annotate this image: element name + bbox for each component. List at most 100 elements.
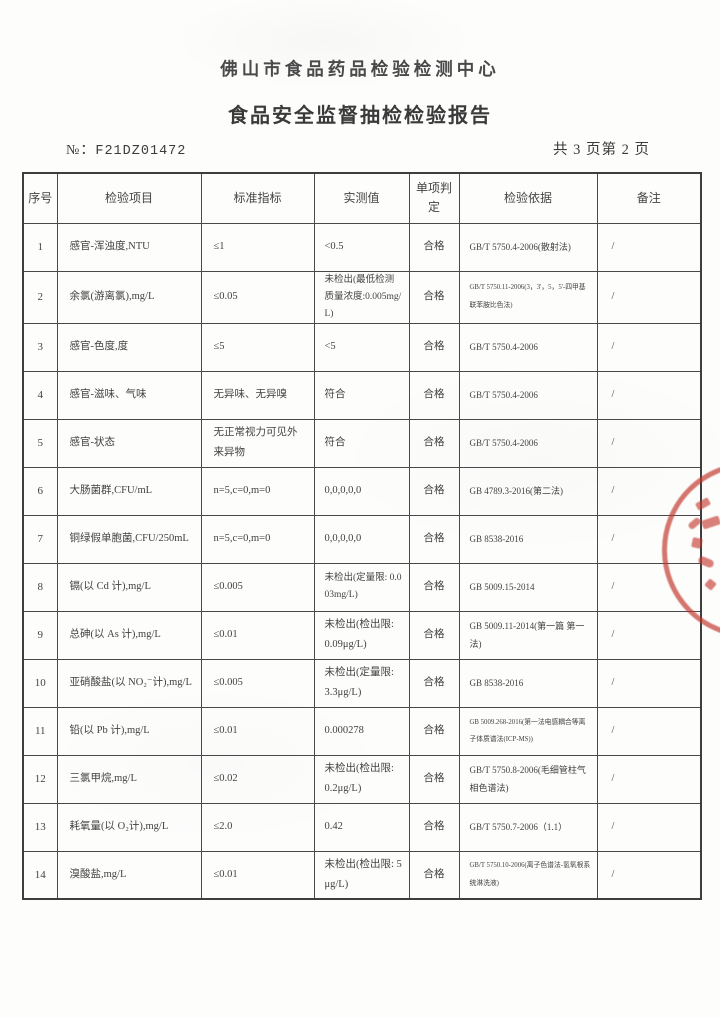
cell-measured: 0,0,0,0,0: [313, 466, 410, 516]
report-number-label: №：: [66, 143, 96, 158]
cell-seq: 5: [22, 418, 58, 468]
cell-standard: ≤0.01: [200, 850, 315, 900]
cell-measured: 未检出(最低检测质量浓度:0.005mg/L): [313, 270, 410, 324]
cell-basis: GB/T 5750.4-2006(散射法): [458, 222, 598, 272]
cell-judgment: 合格: [408, 850, 460, 900]
inspection-table: 序号 检验项目 标准指标 实测值 单项判定 检验依据 备注 1 感官-浑浊度,N…: [22, 172, 702, 901]
inspection-table-head: 序号 检验项目 标准指标 实测值 单项判定 检验依据 备注: [22, 172, 702, 224]
cell-seq: 6: [22, 466, 58, 516]
cell-basis: GB/T 5750.7-2006（1.1）: [458, 802, 598, 852]
cell-standard: 无正常视力可见外来异物: [200, 418, 315, 468]
cell-basis: GB/T 5750.4-2006: [458, 418, 598, 468]
inspection-table-body: 1 感官-浑浊度,NTU ≤1 <0.5 合格 GB/T 5750.4-2006…: [22, 222, 702, 900]
cell-measured: 0,0,0,0,0: [313, 514, 410, 564]
cell-measured: 0.000278: [313, 706, 410, 756]
cell-remark: /: [596, 658, 702, 708]
cell-remark: /: [596, 562, 702, 612]
cell-basis: GB/T 5750.10-2006(离子色谱法-氢氧根系统淋洗液): [458, 850, 598, 900]
cell-standard: ≤5: [200, 322, 315, 372]
cell-item: 感官-滋味、气味: [56, 370, 202, 420]
cell-judgment: 合格: [408, 562, 460, 612]
col-header-judgment: 单项判定: [408, 172, 460, 224]
cell-item: 铅(以 Pb 计),mg/L: [56, 706, 202, 756]
cell-measured: 未检出(检出限: 0.2μg/L): [313, 754, 410, 804]
table-row: 2 余氯(游离氯),mg/L ≤0.05 未检出(最低检测质量浓度:0.005m…: [22, 270, 702, 324]
cell-remark: /: [596, 370, 702, 420]
cell-seq: 11: [22, 706, 58, 756]
report-number: №：F21DZ01472: [66, 139, 186, 159]
table-row: 12 三氯甲烷,mg/L ≤0.02 未检出(检出限: 0.2μg/L) 合格 …: [22, 754, 702, 804]
table-row: 13 耗氧量(以 O₂计),mg/L ≤2.0 0.42 合格 GB/T 575…: [22, 802, 702, 852]
table-row: 7 铜绿假单胞菌,CFU/250mL n=5,c=0,m=0 0,0,0,0,0…: [22, 514, 702, 564]
cell-judgment: 合格: [408, 706, 460, 756]
cell-judgment: 合格: [408, 802, 460, 852]
report-number-value: F21DZ01472: [95, 144, 187, 159]
table-row: 14 溴酸盐,mg/L ≤0.01 未检出(检出限: 5μg/L) 合格 GB/…: [22, 850, 702, 900]
cell-item: 亚硝酸盐(以 NO₂⁻计),mg/L: [56, 658, 202, 708]
cell-seq: 13: [22, 802, 58, 852]
cell-remark: /: [596, 514, 702, 564]
cell-measured: 未检出(检出限: 5μg/L): [313, 850, 410, 900]
cell-remark: /: [596, 802, 702, 852]
cell-remark: /: [596, 322, 702, 372]
cell-seq: 4: [22, 370, 58, 420]
cell-standard: ≤0.05: [200, 270, 315, 324]
organization-title: 佛山市食品药品检验检测中心: [220, 59, 500, 79]
cell-standard: ≤1: [200, 222, 315, 272]
cell-measured: 未检出(定量限: 0.003mg/L): [313, 562, 410, 612]
cell-judgment: 合格: [408, 610, 460, 660]
cell-measured: <0.5: [313, 222, 410, 272]
cell-item: 感官-色度,度: [56, 322, 202, 372]
col-header-measured: 实测值: [313, 172, 410, 224]
table-row: 6 大肠菌群,CFU/mL n=5,c=0,m=0 0,0,0,0,0 合格 G…: [22, 466, 702, 516]
cell-judgment: 合格: [408, 270, 460, 324]
cell-basis: GB/T 5750.8-2006(毛细管柱气相色谱法): [458, 754, 598, 804]
cell-remark: /: [596, 418, 702, 468]
table-row: 5 感官-状态 无正常视力可见外来异物 符合 合格 GB/T 5750.4-20…: [22, 418, 702, 468]
col-header-remark: 备注: [596, 172, 702, 224]
table-row: 4 感官-滋味、气味 无异味、无异嗅 符合 合格 GB/T 5750.4-200…: [22, 370, 702, 420]
cell-judgment: 合格: [408, 658, 460, 708]
cell-seq: 10: [22, 658, 58, 708]
col-header-basis: 检验依据: [458, 172, 598, 224]
cell-basis: GB 4789.3-2016(第二法): [458, 466, 598, 516]
col-header-item: 检验项目: [56, 172, 202, 224]
cell-basis: GB 5009.268-2016(第一法电感耦合等离子体质谱法(ICP-MS)): [458, 706, 598, 756]
cell-standard: ≤0.005: [200, 562, 315, 612]
cell-basis: GB/T 5750.4-2006: [458, 370, 598, 420]
table-header-row: 序号 检验项目 标准指标 实测值 单项判定 检验依据 备注: [22, 172, 702, 224]
cell-item: 镉(以 Cd 计),mg/L: [56, 562, 202, 612]
cell-item: 余氯(游离氯),mg/L: [56, 270, 202, 324]
cell-measured: 未检出(定量限: 3.3μg/L): [313, 658, 410, 708]
cell-seq: 2: [22, 270, 58, 324]
col-header-seq: 序号: [22, 172, 58, 224]
cell-basis: GB 8538-2016: [458, 514, 598, 564]
report-title: 食品安全监督抽检检验报告: [228, 105, 492, 127]
table-row: 9 总砷(以 As 计),mg/L ≤0.01 未检出(检出限: 0.09μg/…: [22, 610, 702, 660]
cell-standard: n=5,c=0,m=0: [200, 466, 315, 516]
cell-seq: 1: [22, 222, 58, 272]
cell-seq: 3: [22, 322, 58, 372]
table-row: 10 亚硝酸盐(以 NO₂⁻计),mg/L ≤0.005 未检出(定量限: 3.…: [22, 658, 702, 708]
cell-judgment: 合格: [408, 514, 460, 564]
report-header: 佛山市食品药品检验检测中心 食品安全监督抽检检验报告: [0, 0, 720, 128]
cell-basis: GB 5009.15-2014: [458, 562, 598, 612]
cell-remark: /: [596, 610, 702, 660]
col-header-standard: 标准指标: [200, 172, 315, 224]
cell-item: 总砷(以 As 计),mg/L: [56, 610, 202, 660]
page-count-info: 共 3 页第 2 页: [553, 142, 650, 158]
cell-item: 耗氧量(以 O₂计),mg/L: [56, 802, 202, 852]
cell-judgment: 合格: [408, 222, 460, 272]
cell-measured: 符合: [313, 370, 410, 420]
cell-judgment: 合格: [408, 370, 460, 420]
report-meta-row: №：F21DZ01472 共 3 页第 2 页: [0, 128, 720, 159]
table-row: 8 镉(以 Cd 计),mg/L ≤0.005 未检出(定量限: 0.003mg…: [22, 562, 702, 612]
cell-item: 感官-浑浊度,NTU: [56, 222, 202, 272]
cell-standard: 无异味、无异嗅: [200, 370, 315, 420]
cell-seq: 8: [22, 562, 58, 612]
cell-item: 感官-状态: [56, 418, 202, 468]
cell-standard: ≤0.02: [200, 754, 315, 804]
cell-item: 大肠菌群,CFU/mL: [56, 466, 202, 516]
cell-seq: 9: [22, 610, 58, 660]
